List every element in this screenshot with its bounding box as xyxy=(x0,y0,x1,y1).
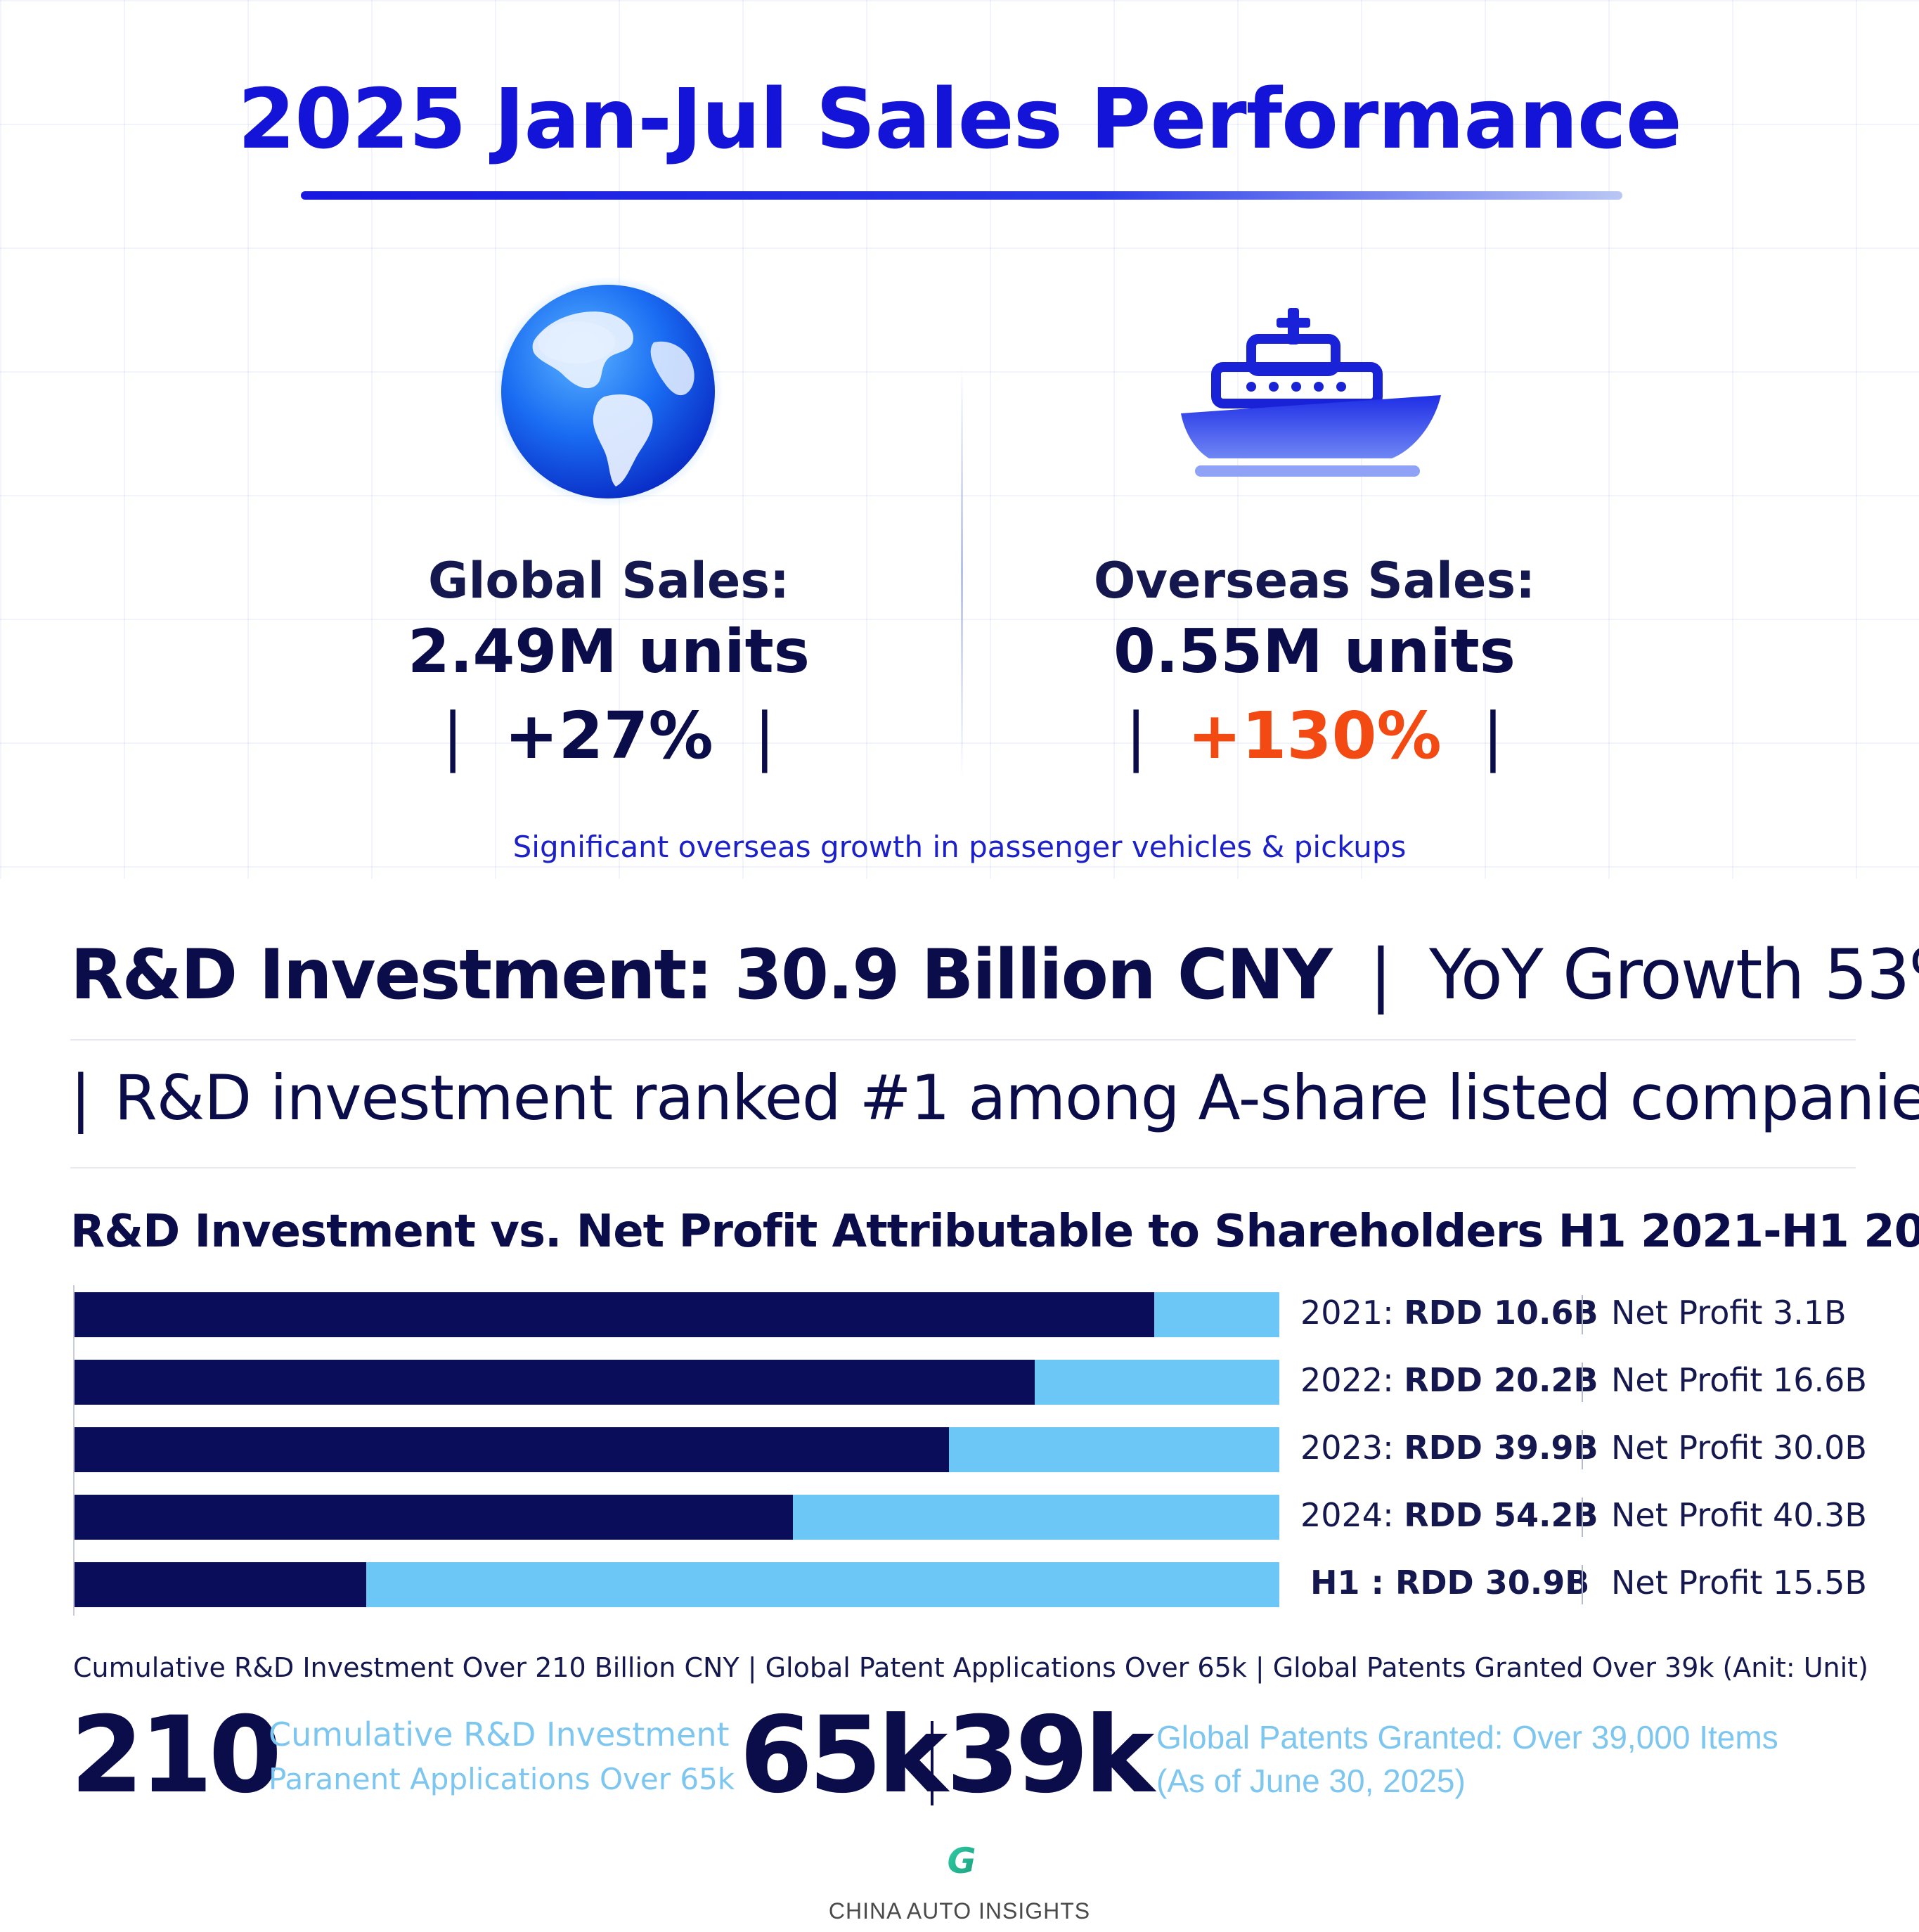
bar-label-net-profit: Net Profit 30.0B xyxy=(1611,1429,1867,1467)
bar-fill-dark xyxy=(75,1292,1154,1337)
stat-39k: 39k xyxy=(946,1694,1154,1817)
stat-desc-date: (As of June 30, 2025) xyxy=(1156,1763,1466,1799)
section-rule xyxy=(70,1039,1856,1041)
yoy-growth-text: YoY Growth 53% xyxy=(1429,935,1919,1015)
category-label: H1 : xyxy=(1310,1564,1395,1602)
label-separator xyxy=(1582,1565,1583,1604)
brand-logo: G xyxy=(942,1841,981,1881)
stat-210: 210 xyxy=(70,1694,282,1817)
overseas-growth-note: Significant overseas growth in passenger… xyxy=(512,830,1407,864)
category-label: 2022: xyxy=(1300,1361,1404,1399)
stat-desc-patent-apps: Paranent Applications Over 65k xyxy=(269,1762,735,1796)
title-underline xyxy=(301,191,1622,200)
stat-65k: 65k xyxy=(739,1694,948,1817)
bar-fill-dark xyxy=(75,1562,366,1607)
growth-value: +27% xyxy=(504,698,713,773)
chart-axis xyxy=(73,1285,75,1616)
global-sales-kpi: Global Sales: 2.49M units | +27% | xyxy=(292,552,925,773)
kpi-divider xyxy=(961,366,963,780)
background-grid xyxy=(0,0,1919,879)
bar-fill-dark xyxy=(75,1495,793,1540)
rd-headline: R&D Investment: 30.9 Billion CNY | YoY G… xyxy=(70,935,1919,1015)
kpi-growth: | +27% | xyxy=(441,698,775,773)
growth-value: +130% xyxy=(1187,698,1442,773)
section-rule xyxy=(70,1167,1856,1168)
bar-label-net-profit: Net Profit 15.5B xyxy=(1611,1564,1867,1602)
bar-label-net-profit: Net Profit 40.3B xyxy=(1611,1496,1867,1534)
ship-icon xyxy=(1167,302,1462,485)
kpi-value: 0.55M units xyxy=(1113,617,1516,687)
bar-fill-dark xyxy=(75,1427,949,1472)
rd-investment-text: R&D Investment: 30.9 Billion CNY xyxy=(70,935,1333,1015)
label-separator xyxy=(1582,1498,1583,1537)
stat-desc-patents-granted: Global Patents Granted: Over 39,000 Item… xyxy=(1156,1719,1778,1756)
kpi-value: 2.49M units xyxy=(408,617,810,687)
summary-line: Cumulative R&D Investment Over 210 Billi… xyxy=(73,1652,1868,1683)
category-label: 2021: xyxy=(1300,1294,1404,1332)
rd-rank-statement: | R&D investment ranked #1 among A-share … xyxy=(70,1062,1919,1134)
kpi-label: Global Sales: xyxy=(427,552,790,610)
overseas-sales-kpi: Overseas Sales: 0.55M units | +130% | xyxy=(998,552,1631,773)
kpi-label: Overseas Sales: xyxy=(1093,552,1536,610)
bar-fill-dark xyxy=(75,1360,1035,1405)
bar-label-rdd: 2024: RDD 54.2B xyxy=(1300,1496,1598,1534)
kpi-growth: | +130% | xyxy=(1125,698,1504,773)
page-title: 2025 Jan-Jul Sales Performance xyxy=(238,70,1682,167)
category-label: 2023: xyxy=(1300,1429,1404,1467)
bar-label-net-profit: Net Profit 3.1B xyxy=(1611,1294,1847,1332)
rdd-value: RDD 10.6B xyxy=(1404,1294,1598,1332)
bar-label-rdd: 2023: RDD 39.9B xyxy=(1300,1429,1598,1467)
bar-label-rdd: 2021: RDD 10.6B xyxy=(1300,1294,1598,1332)
stat-desc-rd: Cumulative R&D Investment xyxy=(269,1715,730,1753)
rdd-value: RDD 39.9B xyxy=(1404,1429,1598,1467)
bar-label-net-profit: Net Profit 16.6B xyxy=(1611,1361,1867,1399)
rdd-value: RDD 54.2B xyxy=(1404,1496,1598,1534)
bar-label-rdd: 2022: RDD 20.2B xyxy=(1300,1361,1598,1399)
category-label: 2024: xyxy=(1300,1496,1404,1534)
bar-label-rdd: H1 : RDD 30.9B xyxy=(1300,1564,1589,1602)
chart-title: R&D Investment vs. Net Profit Attributab… xyxy=(70,1206,1919,1258)
rdd-value: RDD 20.2B xyxy=(1404,1361,1598,1399)
rdd-value: RDD 30.9B xyxy=(1395,1564,1590,1602)
globe-icon xyxy=(492,276,724,508)
label-separator xyxy=(1582,1430,1583,1469)
svg-text:G: G xyxy=(947,1841,976,1880)
stat-separator xyxy=(931,1721,933,1805)
label-separator xyxy=(1582,1363,1583,1402)
brand-name: CHINA AUTO INSIGHTS xyxy=(828,1898,1091,1924)
label-separator xyxy=(1582,1295,1583,1334)
